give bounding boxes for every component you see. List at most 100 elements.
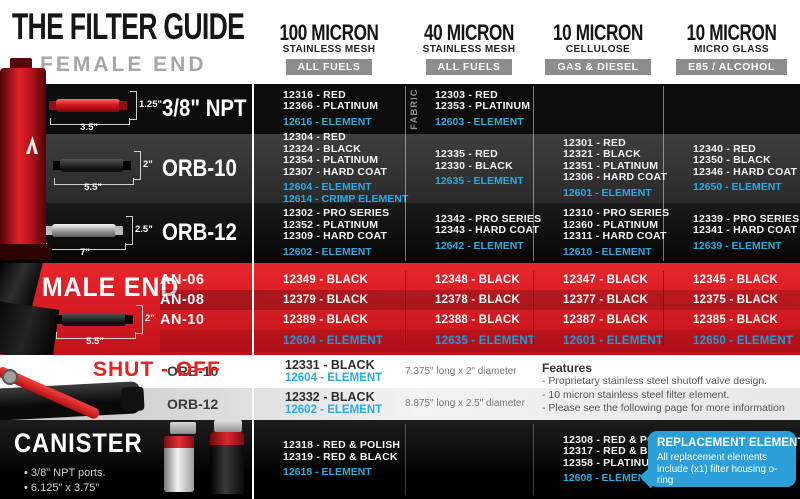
part-number: 12331 - BLACK <box>285 357 375 372</box>
canister-title: CANISTER <box>14 428 143 458</box>
shut-off-section: SHUT - OFF ORB-10 12331 - BLACK 12604 - … <box>0 355 800 421</box>
cell-part: 12331 - BLACK 12604 - ELEMENT <box>253 358 405 385</box>
feature-item: - Please see the following page for more… <box>542 402 785 414</box>
part-number: 12310 - PRO SERIES <box>563 207 670 219</box>
part-number: 12378 - BLACK <box>435 294 521 306</box>
part-number: 12330 - BLACK <box>435 159 513 172</box>
cell-10micron-microglass: 12340 - RED 12350 - BLACK 12346 - HARD C… <box>663 134 800 203</box>
column-micron: 10 MICRON <box>553 20 643 45</box>
cell-10micron-cellulose-empty <box>533 84 663 134</box>
column-media: MICRO GLASS <box>694 44 769 55</box>
part-number: 12358 - PLATINUM <box>563 456 659 469</box>
fuel-badge: ALL FUELS <box>285 59 373 75</box>
fuel-badge: ALL FUELS <box>425 59 513 75</box>
page-title: THE FILTER GUIDE <box>12 6 245 47</box>
part-number: 12332 - BLACK <box>285 390 375 405</box>
cell-40micron: 12335 - RED 12330 - BLACK 12635 - ELEMEN… <box>405 134 533 203</box>
column-header-10-micron-microglass: 10 MICRON MICRO GLASS E85 / ALCOHOL <box>663 20 800 75</box>
column-micron: 10 MICRON <box>686 20 777 45</box>
red-filter-photo: 1.25" 3.5" <box>46 85 162 133</box>
column-header-100-micron: 100 MICRON STAINLESS MESH ALL FUELS <box>254 20 404 75</box>
element-number: 12635 - ELEMENT <box>435 175 524 188</box>
male-end-section: MALE END 2" 5.5" AN-06 12349 - BLACK 123… <box>0 263 800 355</box>
female-end-table: 1.25" 3.5" 3/8" NPT 12316 - RED 12366 - … <box>0 84 800 263</box>
part-number: 12317 - RED & BLACK <box>563 445 678 457</box>
female-end-subtitle: FEMALE END <box>40 53 207 76</box>
cell-40micron: FABRIC 12303 - RED 12353 - PLATINUM 1260… <box>405 84 533 134</box>
table-row-npt: 1.25" 3.5" 3/8" NPT 12316 - RED 12366 - … <box>0 84 800 134</box>
part-number: 12341 - HARD COAT <box>693 224 798 237</box>
element-number: 12650 - ELEMENT <box>693 335 794 347</box>
feature-item: - Proprietary stainless steel shutoff va… <box>542 375 768 387</box>
row-label: ORB-12 <box>162 219 237 246</box>
part-number: 12366 - PLATINUM <box>283 100 379 113</box>
callout-body: All replacement elements include (x1) fi… <box>657 452 778 486</box>
dimensions-note: 7.375" long x 2" diameter <box>405 365 517 377</box>
height-dimension: 2.5" <box>135 224 153 235</box>
element-number: 12602 - ELEMENT <box>283 245 372 258</box>
cell-100micron: 12318 - RED & POLISH 12319 - RED & BLACK… <box>253 420 405 499</box>
part-number: 12350 - BLACK <box>693 154 771 166</box>
element-number: 12603 - ELEMENT <box>435 115 524 128</box>
part-number: 12351 - PLATINUM <box>563 159 659 172</box>
features-title: Features <box>542 361 593 375</box>
part-number: 12316 - RED <box>283 88 346 101</box>
column-header-10-micron-cellulose: 10 MICRON CELLULOSE GAS & DIESEL <box>533 20 663 75</box>
black-filter-photo: 2" 5.5" <box>52 299 164 347</box>
element-number: 12608 - ELEMENT <box>563 472 652 484</box>
cell-10micron-cellulose: 12301 - RED 12321 - BLACK 12351 - PLATIN… <box>533 134 667 203</box>
part-number: 12347 - BLACK <box>563 274 649 286</box>
part-number: 12302 - PRO SERIES <box>283 207 390 219</box>
row-label-cell: 1.25" 3.5" 3/8" NPT <box>0 84 253 134</box>
part-number: 12318 - RED & POLISH <box>283 439 401 452</box>
column-micron: 40 MICRON <box>424 20 514 45</box>
row-label: 3/8" NPT <box>162 95 247 122</box>
length-dimension: 5.5" <box>86 336 104 347</box>
cell-10micron-microglass: 12339 - PRO SERIES 12341 - HARD COAT 126… <box>663 203 800 263</box>
row-label: AN-06 <box>160 272 205 288</box>
height-dimension: 1.25" <box>139 99 162 110</box>
column-media: STAINLESS MESH <box>282 44 376 55</box>
part-number: 12319 - RED & BLACK <box>283 450 398 463</box>
length-dimension: 5.5" <box>84 182 102 193</box>
part-number: 12387 - BLACK <box>563 314 649 326</box>
column-header-40-micron: 40 MICRON STAINLESS MESH ALL FUELS <box>405 20 533 75</box>
part-number: 12343 - HARD COAT <box>435 224 540 237</box>
height-dimension: 2" <box>145 313 155 324</box>
cell-10micron-microglass-empty <box>663 84 800 134</box>
part-number: 12349 - BLACK <box>283 274 369 286</box>
cell-part: 12332 - BLACK 12602 - ELEMENT <box>253 390 405 417</box>
table-row-shutoff-orb10: ORB-10 12331 - BLACK 12604 - ELEMENT 7.3… <box>0 355 800 388</box>
feature-item: - 10 micron stainless steel filter eleme… <box>542 388 730 401</box>
element-number: 12639 - ELEMENT <box>693 239 782 252</box>
part-number: 12340 - RED <box>693 142 756 155</box>
cell-10micron-cellulose: 12310 - PRO SERIES 12360 - PLATINUM 1231… <box>533 203 670 263</box>
element-number: 12635 - ELEMENT <box>435 335 536 347</box>
part-number: 12346 - HARD COAT <box>693 165 798 178</box>
canister-photos <box>156 420 260 499</box>
label-column-divider <box>252 84 254 499</box>
black-filter-photo: 2" 5.5" <box>50 145 162 193</box>
part-number: 12301 - RED <box>563 136 626 149</box>
cell-100micron: 12304 - RED 12324 - BLACK 12354 - PLATIN… <box>253 131 408 204</box>
element-number: 12604 - ELEMENT <box>285 371 383 384</box>
spec-item: • 3/8" NPT ports. <box>24 467 106 479</box>
part-number: 12354 - PLATINUM <box>283 154 379 166</box>
length-dimension: 3.5" <box>80 122 98 133</box>
part-number: 12324 - BLACK <box>283 142 361 155</box>
element-number: 12610 - ELEMENT <box>563 245 652 258</box>
element-number: 12616 - ELEMENT <box>283 115 372 128</box>
male-end-rows: AN-06 12349 - BLACK 12348 - BLACK 12347 … <box>160 270 800 352</box>
table-row-an10: AN-10 12389 - BLACK 12388 - BLACK 12387 … <box>160 310 800 330</box>
element-number: 12602 - ELEMENT <box>285 404 383 417</box>
part-number: 12339 - PRO SERIES <box>693 212 800 225</box>
part-number: 12321 - BLACK <box>563 148 641 161</box>
element-number: 12604 - ELEMENT <box>283 335 384 347</box>
part-number: 12303 - RED <box>435 88 498 101</box>
fuel-badge: E85 / ALCOHOL <box>676 59 787 75</box>
part-number: 12345 - BLACK <box>693 274 779 286</box>
column-divider <box>533 271 534 345</box>
table-row-an06: AN-06 12349 - BLACK 12348 - BLACK 12347 … <box>160 270 800 290</box>
part-number: 12352 - PLATINUM <box>283 218 379 231</box>
callout-title: REPLACEMENT ELEMENTS <box>657 437 800 449</box>
